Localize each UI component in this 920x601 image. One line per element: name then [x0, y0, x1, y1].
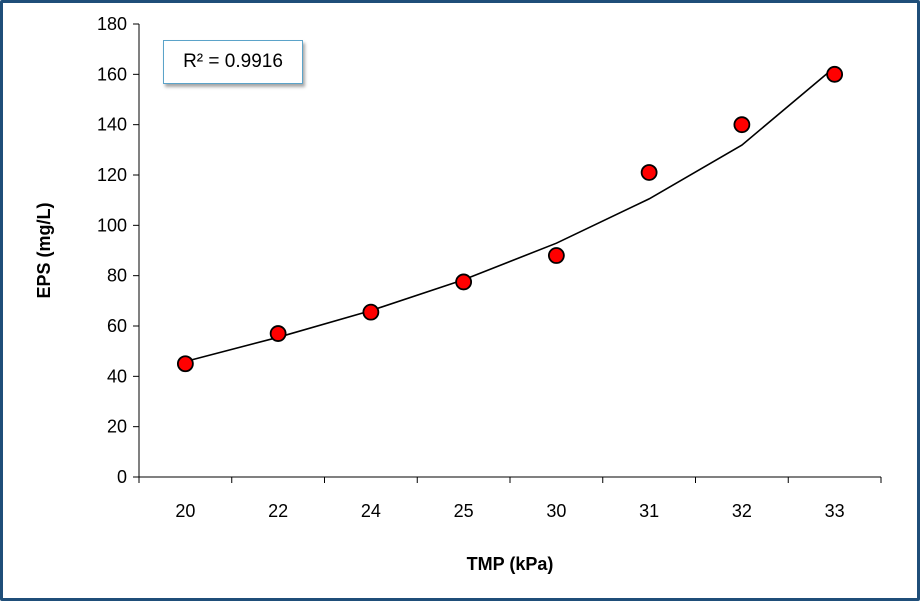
x-tick-label: 30	[546, 501, 566, 521]
y-tick-label: 120	[97, 165, 127, 185]
y-tick-labels: 0 20 40 60 80 100 120 140 160 180	[97, 14, 127, 487]
data-point	[640, 164, 658, 181]
x-tick-label: 32	[732, 501, 752, 521]
y-tick-label: 140	[97, 115, 127, 135]
data-point	[733, 116, 751, 134]
data-points	[176, 65, 844, 373]
y-axis-title: EPS (mg/L)	[34, 202, 54, 298]
y-tick-label: 60	[107, 316, 127, 336]
x-tick-label: 31	[639, 501, 659, 521]
chart-axes	[133, 23, 882, 483]
x-tick-label: 25	[454, 501, 474, 521]
x-tick-label: 20	[175, 501, 195, 521]
y-tick-label: 20	[107, 417, 127, 437]
r-squared-label: R² = 0.9916	[163, 40, 303, 84]
x-axis-title: TMP (kPa)	[467, 554, 554, 574]
x-tick-labels: 20 22 24 25 30 31 32 33	[175, 501, 844, 521]
y-tick-label: 100	[97, 215, 127, 235]
data-point	[176, 355, 194, 373]
x-tick-label: 24	[361, 501, 381, 521]
x-tick-label: 22	[268, 501, 288, 521]
y-tick-label: 40	[107, 366, 127, 386]
y-tick-label: 180	[97, 14, 127, 34]
data-point	[547, 247, 565, 264]
y-tick-label: 80	[107, 266, 127, 286]
trendline	[185, 66, 836, 363]
y-tick-label: 0	[117, 467, 127, 487]
data-point	[362, 303, 380, 321]
data-point	[269, 325, 287, 342]
data-point	[455, 273, 473, 291]
x-tick-label: 33	[825, 501, 845, 521]
y-tick-label: 160	[97, 64, 127, 84]
data-point	[826, 65, 844, 83]
